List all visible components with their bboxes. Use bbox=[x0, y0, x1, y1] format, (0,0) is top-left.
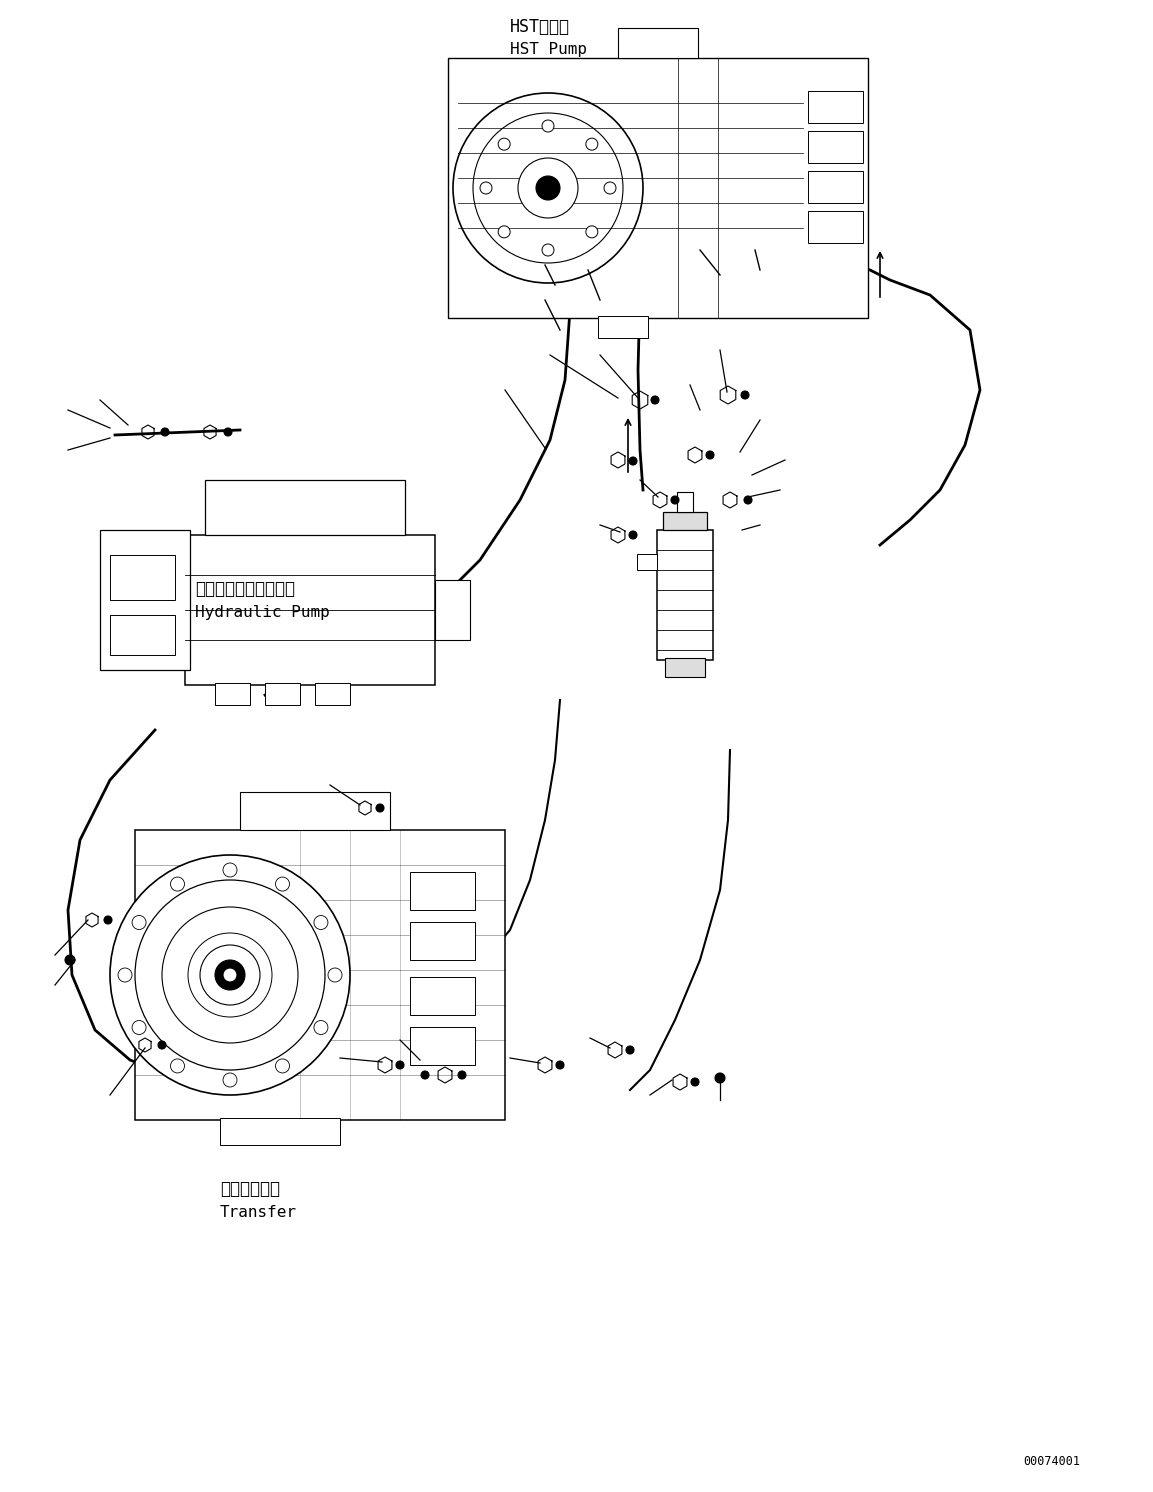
Circle shape bbox=[630, 457, 636, 466]
Text: 00074001: 00074001 bbox=[1023, 1455, 1080, 1468]
Bar bbox=[410, 922, 475, 959]
Circle shape bbox=[706, 451, 714, 460]
Circle shape bbox=[214, 959, 244, 991]
Bar bbox=[808, 172, 862, 203]
Bar bbox=[410, 871, 475, 910]
Bar bbox=[808, 91, 862, 122]
Circle shape bbox=[498, 139, 510, 151]
Bar bbox=[410, 977, 475, 1015]
Bar bbox=[240, 792, 390, 830]
Circle shape bbox=[741, 391, 749, 398]
Bar bbox=[220, 1118, 340, 1144]
Circle shape bbox=[133, 1021, 146, 1034]
Circle shape bbox=[421, 1071, 429, 1079]
Circle shape bbox=[630, 531, 636, 539]
Circle shape bbox=[327, 968, 342, 982]
Bar bbox=[618, 28, 698, 58]
Circle shape bbox=[104, 916, 112, 924]
Circle shape bbox=[626, 1046, 634, 1053]
Circle shape bbox=[161, 428, 169, 436]
Circle shape bbox=[556, 1061, 564, 1068]
Circle shape bbox=[453, 93, 643, 283]
Circle shape bbox=[314, 1021, 327, 1034]
Circle shape bbox=[314, 916, 327, 930]
Bar bbox=[663, 512, 707, 530]
Text: ハイドロリックポンプ: ハイドロリックポンプ bbox=[195, 580, 295, 598]
Circle shape bbox=[691, 1079, 699, 1086]
Circle shape bbox=[671, 495, 679, 504]
Text: HST Pump: HST Pump bbox=[510, 42, 587, 57]
Bar bbox=[184, 536, 435, 685]
Circle shape bbox=[65, 955, 75, 965]
Circle shape bbox=[473, 113, 623, 263]
Bar bbox=[435, 580, 470, 640]
Circle shape bbox=[536, 176, 560, 200]
Bar bbox=[808, 210, 862, 243]
Circle shape bbox=[376, 804, 384, 812]
Circle shape bbox=[458, 1071, 466, 1079]
Circle shape bbox=[715, 1073, 725, 1083]
Circle shape bbox=[586, 225, 598, 237]
Circle shape bbox=[171, 877, 184, 891]
Text: Hydraulic Pump: Hydraulic Pump bbox=[195, 604, 330, 621]
Circle shape bbox=[158, 1041, 166, 1049]
Circle shape bbox=[135, 880, 325, 1070]
Circle shape bbox=[223, 862, 238, 877]
Bar bbox=[636, 554, 657, 570]
Circle shape bbox=[223, 968, 238, 982]
Bar bbox=[205, 480, 405, 536]
Bar bbox=[808, 131, 862, 163]
Bar bbox=[449, 58, 868, 318]
Circle shape bbox=[199, 944, 259, 1006]
Circle shape bbox=[518, 158, 578, 218]
Circle shape bbox=[171, 1059, 184, 1073]
Bar bbox=[100, 530, 190, 670]
Circle shape bbox=[133, 916, 146, 930]
Circle shape bbox=[586, 139, 598, 151]
Circle shape bbox=[163, 907, 297, 1043]
Bar bbox=[598, 316, 648, 339]
Text: Transfer: Transfer bbox=[220, 1206, 297, 1220]
Bar bbox=[410, 1026, 475, 1065]
Circle shape bbox=[276, 1059, 289, 1073]
Circle shape bbox=[651, 395, 660, 404]
Circle shape bbox=[542, 245, 553, 257]
Circle shape bbox=[110, 855, 351, 1095]
Bar bbox=[677, 492, 693, 512]
Text: トランスファ: トランスファ bbox=[220, 1180, 280, 1198]
Circle shape bbox=[118, 968, 131, 982]
Bar bbox=[135, 830, 505, 1120]
Circle shape bbox=[395, 1061, 404, 1068]
Bar bbox=[110, 555, 175, 600]
Circle shape bbox=[542, 119, 553, 131]
Bar bbox=[110, 615, 175, 655]
Circle shape bbox=[223, 1073, 238, 1088]
Circle shape bbox=[744, 495, 752, 504]
Circle shape bbox=[498, 225, 510, 237]
Circle shape bbox=[188, 932, 272, 1018]
Circle shape bbox=[480, 182, 492, 194]
Circle shape bbox=[604, 182, 616, 194]
Circle shape bbox=[276, 877, 289, 891]
Bar bbox=[657, 530, 713, 659]
Bar bbox=[665, 658, 704, 677]
Circle shape bbox=[224, 428, 232, 436]
Text: HSTポンプ: HSTポンプ bbox=[510, 18, 570, 36]
Bar bbox=[265, 683, 300, 706]
Bar bbox=[214, 683, 250, 706]
Bar bbox=[315, 683, 351, 706]
